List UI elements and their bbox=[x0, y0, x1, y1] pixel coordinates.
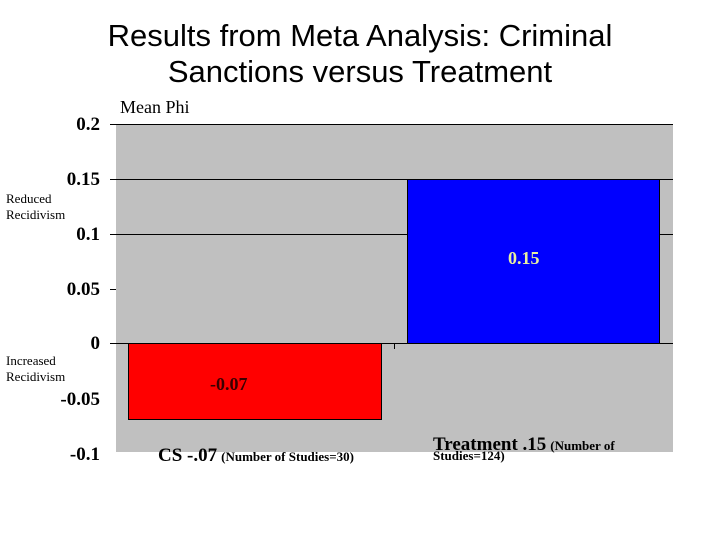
cs-category-main: CS -.07 bbox=[158, 445, 218, 466]
treatment-value-label: 0.15 bbox=[508, 248, 540, 268]
title-line-2: Sanctions versus Treatment bbox=[167, 54, 553, 89]
y-tick bbox=[110, 234, 116, 235]
note-line: Reduced bbox=[6, 191, 52, 206]
y-tick-label: 0.05 bbox=[66, 279, 100, 300]
y-tick-label: 0.15 bbox=[66, 169, 100, 190]
note-line: Recidivism bbox=[6, 369, 66, 384]
cs-category-studies: (Number of Studies=30) bbox=[221, 449, 354, 464]
y-tick bbox=[110, 179, 116, 180]
title-line-1: Results from Meta Analysis: Criminal bbox=[107, 18, 613, 53]
cs-category-label: CS -.07 (Number of Studies=30) bbox=[158, 445, 354, 467]
y-tick-label: -0.1 bbox=[69, 444, 100, 465]
y-tick bbox=[110, 124, 116, 125]
category-tick bbox=[394, 343, 395, 349]
gridline-0.1 bbox=[116, 234, 673, 235]
note-line: Recidivism bbox=[6, 207, 66, 222]
treatment-category-studies-2: Studies=124) bbox=[433, 448, 505, 463]
slide-title: Results from Meta Analysis: Criminal San… bbox=[0, 18, 720, 90]
reduced-recidivism-note: Reduced Recidivism bbox=[6, 191, 65, 223]
y-tick-label: 0.1 bbox=[76, 224, 100, 245]
gridline-0.2 bbox=[116, 124, 673, 125]
y-axis-label: Mean Phi bbox=[120, 97, 190, 117]
treatment-category-studies-1: (Number of bbox=[550, 438, 615, 453]
y-tick-label: -0.05 bbox=[60, 389, 100, 410]
y-tick-label: 0 bbox=[90, 333, 101, 354]
treatment-category-label: Treatment .15 (Number of bbox=[433, 434, 615, 456]
bar-cs bbox=[128, 343, 382, 420]
bar-treatment bbox=[407, 179, 660, 344]
cs-value-label: -0.07 bbox=[210, 374, 248, 394]
y-tick-label: 0.2 bbox=[76, 114, 100, 135]
treatment-category-main: Treatment .15 bbox=[433, 434, 547, 455]
zero-axis-line bbox=[110, 343, 673, 344]
increased-recidivism-note: Increased Recidivism bbox=[6, 353, 65, 385]
note-line: Increased bbox=[6, 353, 56, 368]
y-tick bbox=[110, 289, 116, 290]
gridline-0.15 bbox=[116, 179, 673, 180]
